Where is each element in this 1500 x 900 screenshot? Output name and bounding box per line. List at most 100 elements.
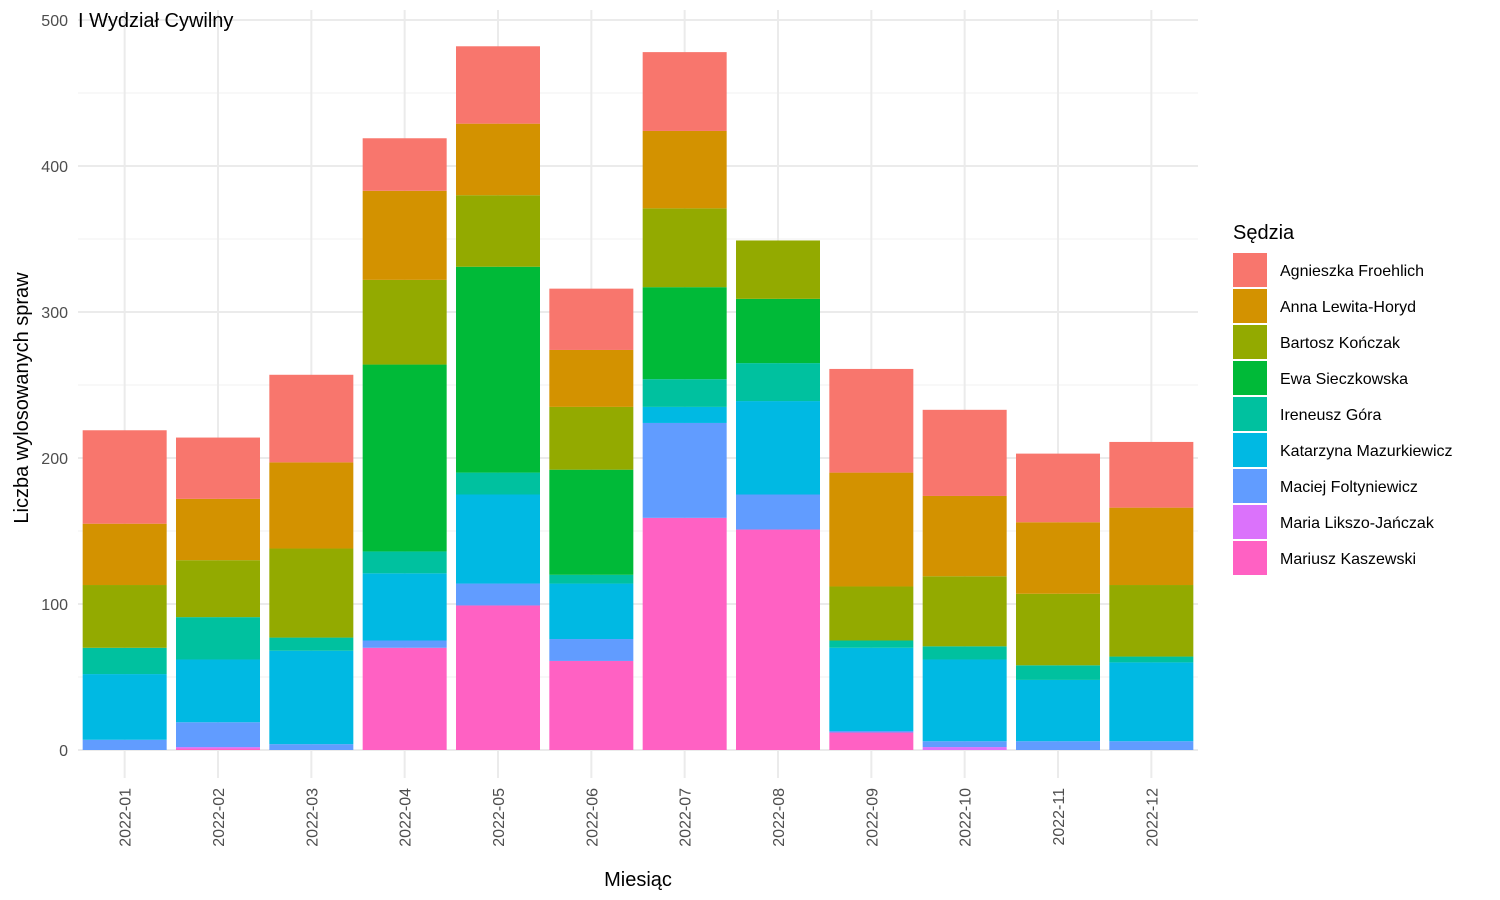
bar-segment <box>362 640 447 648</box>
legend-label: Ewa Sieczkowska <box>1280 371 1408 388</box>
legend-key <box>1233 505 1267 539</box>
bar-segment <box>269 374 354 463</box>
legend-label: Anna Lewita-Horyd <box>1280 299 1416 316</box>
bar-segment <box>456 123 540 196</box>
bar-segment <box>642 52 727 131</box>
bar-segment <box>829 732 914 750</box>
y-axis-ticks: 0 100 200 300 400 500 <box>41 13 68 760</box>
bar-segment <box>736 494 820 530</box>
bar-segment <box>456 46 540 124</box>
bar-segment <box>922 646 1007 660</box>
legend-key <box>1233 433 1267 467</box>
bar-segment <box>176 748 260 750</box>
legend-key <box>1233 541 1267 575</box>
legend-label: Mariusz Kaszewski <box>1280 551 1416 568</box>
bar-segment <box>642 379 727 407</box>
bar-segment <box>549 583 634 640</box>
bar-segment <box>269 637 354 651</box>
bar-segment <box>922 747 1007 750</box>
y-tick-label: 400 <box>41 159 68 176</box>
y-axis-title: Liczba wylosowanych spraw <box>11 272 33 524</box>
x-tick-label: 2022-07 <box>678 788 695 847</box>
bar-segment <box>549 574 634 584</box>
legend-label: Bartosz Kończak <box>1280 335 1401 352</box>
bar-segment <box>1016 593 1100 666</box>
bar-segment <box>269 744 354 750</box>
bar-segment <box>362 190 447 280</box>
bar-segment <box>642 208 727 288</box>
x-tick-label: 2022-01 <box>118 788 135 847</box>
bar-segment <box>456 583 540 606</box>
bar-segment <box>549 639 634 661</box>
x-tick-label: 2022-09 <box>864 788 881 847</box>
bar-segment <box>736 363 820 402</box>
bar-segment <box>1016 741 1100 750</box>
bar-segment <box>176 722 260 748</box>
bar-segment <box>362 551 447 574</box>
bar-segment <box>549 349 634 407</box>
bar-segment <box>269 650 354 745</box>
bar-segment <box>1016 679 1100 742</box>
legend-key <box>1233 325 1267 359</box>
bar-segment <box>922 576 1007 647</box>
bar-segment <box>82 647 167 675</box>
bar-segment <box>82 430 167 524</box>
x-tick-label: 2022-03 <box>304 788 321 847</box>
legend-key <box>1233 469 1267 503</box>
bar-segment <box>1016 522 1100 594</box>
bar-segment <box>82 585 167 648</box>
bar-segment <box>1109 662 1194 742</box>
bar-segment <box>549 469 634 575</box>
bar-segment <box>82 674 167 740</box>
bar-segment <box>549 288 634 350</box>
bar-segment <box>1109 441 1194 508</box>
x-tick-label: 2022-06 <box>584 788 601 847</box>
bar-segment <box>362 647 447 750</box>
bar-segment <box>456 472 540 495</box>
bar-segment <box>829 586 914 641</box>
legend-key <box>1233 253 1267 287</box>
legend-key <box>1233 397 1267 431</box>
x-tick-label: 2022-04 <box>398 788 415 847</box>
bar-segment <box>362 364 447 552</box>
x-tick-label: 2022-12 <box>1144 788 1161 847</box>
bar-segment <box>269 462 354 549</box>
bar-segment <box>176 437 260 499</box>
bar-segment <box>922 741 1007 748</box>
bar-segment <box>736 529 820 750</box>
bar-segment <box>829 368 914 473</box>
panel-label: I Wydział Cywilny <box>78 10 233 32</box>
bar-segment <box>456 195 540 267</box>
y-tick-label: 0 <box>59 743 68 760</box>
bar-segment <box>642 406 727 423</box>
bar-segment <box>829 640 914 648</box>
bar-segment <box>362 138 447 191</box>
legend-label: Katarzyna Mazurkiewicz <box>1280 443 1453 460</box>
bar-segment <box>922 409 1007 496</box>
bar-segment <box>829 647 914 732</box>
x-tick-label: 2022-08 <box>771 788 788 847</box>
bar-segment <box>736 298 820 364</box>
bars <box>82 46 1194 750</box>
bar-segment <box>829 731 914 733</box>
legend-label: Agnieszka Froehlich <box>1280 263 1424 280</box>
bar-segment <box>82 739 167 750</box>
bar-segment <box>642 287 727 380</box>
y-tick-label: 300 <box>41 305 68 322</box>
legend-key <box>1233 361 1267 395</box>
bar-segment <box>82 523 167 586</box>
x-axis-title: Miesiąc <box>604 869 672 891</box>
legend-title: Sędzia <box>1233 222 1295 244</box>
bar-segment <box>456 605 540 750</box>
legend-label: Maria Likszo-Jańczak <box>1280 515 1435 532</box>
bar-segment <box>1016 453 1100 523</box>
bar-segment <box>642 517 727 750</box>
bar-segment <box>549 660 634 750</box>
x-tick-label: 2022-11 <box>1051 788 1068 846</box>
legend-label: Maciej Foltyniewicz <box>1280 479 1418 496</box>
bar-segment <box>922 659 1007 742</box>
x-tick-label: 2022-02 <box>211 788 228 847</box>
bar-segment <box>736 240 820 299</box>
y-tick-label: 200 <box>41 451 68 468</box>
